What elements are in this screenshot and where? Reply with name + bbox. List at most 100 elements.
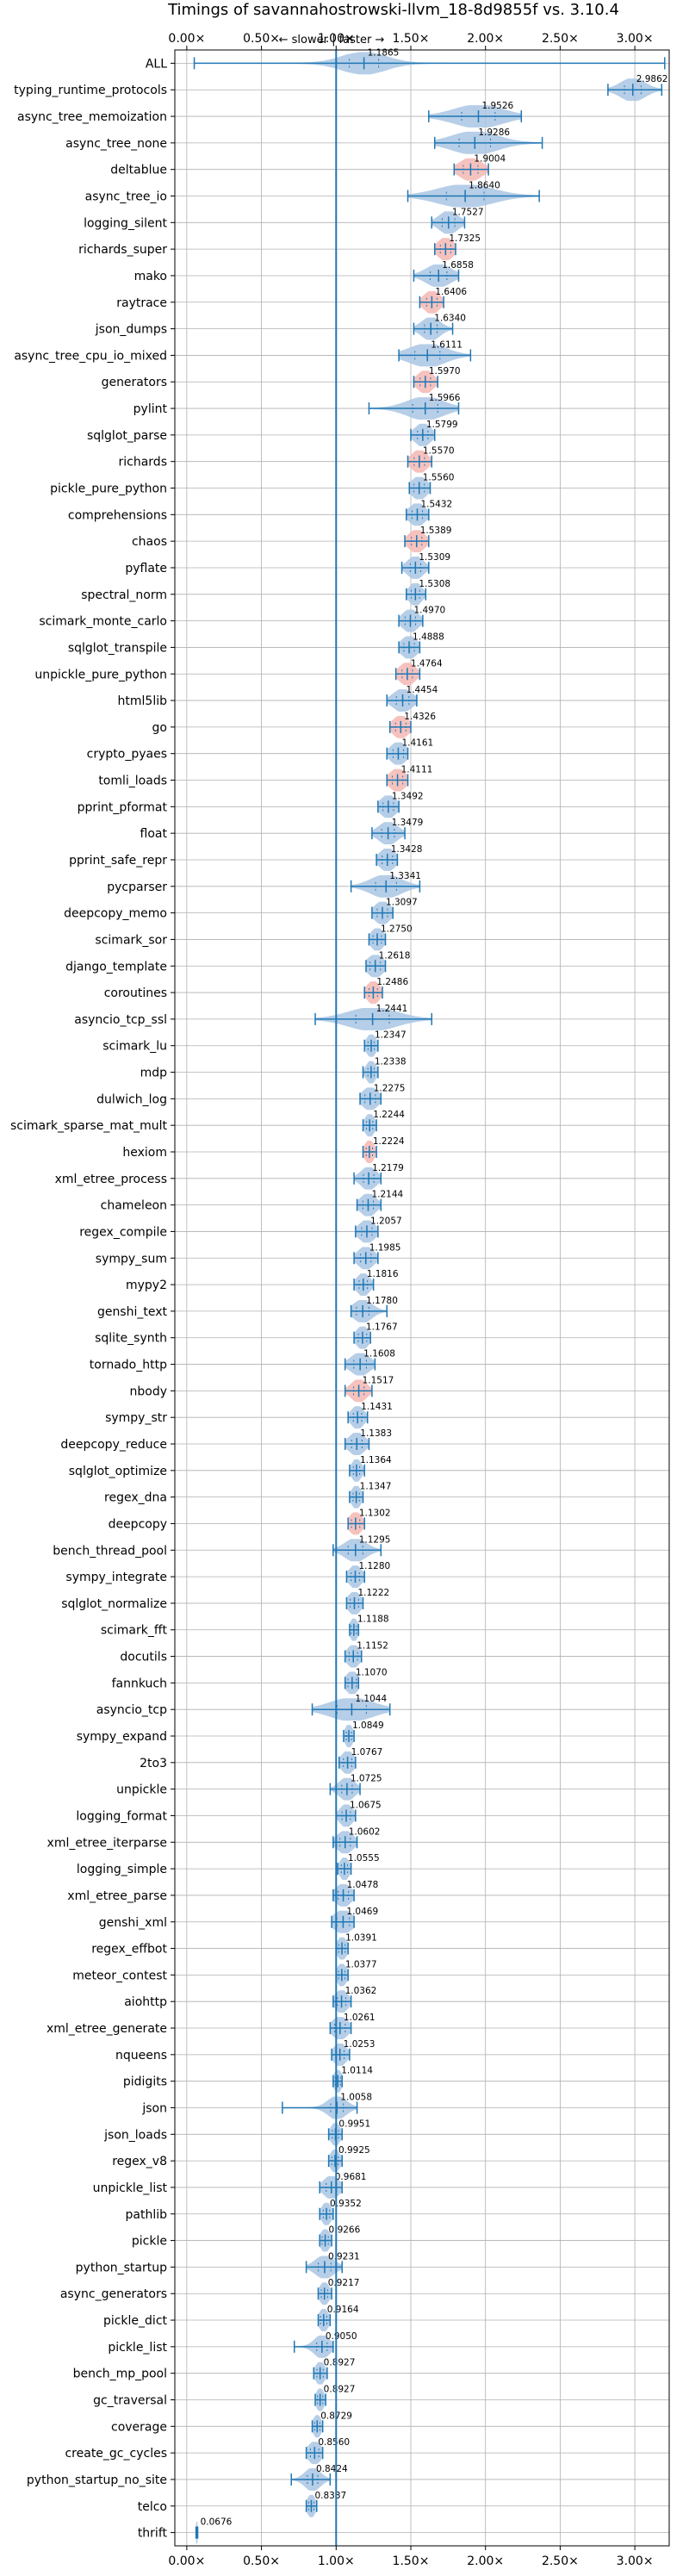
value-label: 1.0602 — [349, 1826, 381, 1837]
value-label: 1.7325 — [449, 233, 481, 244]
value-label: 1.2618 — [379, 950, 411, 961]
value-label: 1.6111 — [431, 339, 462, 350]
value-label: 1.4888 — [413, 632, 444, 642]
category-label: dulwich_log — [96, 1092, 167, 1106]
category-label: xml_etree_process — [55, 1173, 167, 1186]
value-label: 1.1431 — [361, 1402, 393, 1412]
category-label: pidigits — [123, 2075, 167, 2089]
value-label: 1.5308 — [419, 579, 450, 589]
value-label: 0.0676 — [201, 2517, 233, 2528]
value-label: 1.1295 — [359, 1534, 391, 1545]
category-label: unpickle_list — [93, 2181, 168, 2195]
value-label: 1.3097 — [386, 898, 418, 908]
value-label: 1.1188 — [357, 1615, 389, 1625]
value-label: 1.4111 — [401, 765, 433, 775]
value-label: 1.3492 — [392, 791, 424, 801]
value-label: 1.4970 — [413, 606, 445, 616]
category-label: coroutines — [104, 986, 167, 1000]
value-label: 1.7527 — [452, 207, 484, 217]
value-label: 0.9231 — [328, 2251, 360, 2262]
category-label: python_startup — [76, 2261, 167, 2274]
value-label: 1.5570 — [423, 446, 455, 457]
value-label: 1.0849 — [352, 1720, 384, 1731]
category-label: chaos — [132, 535, 167, 549]
category-label: comprehensions — [68, 508, 167, 522]
category-label: async_generators — [60, 2287, 167, 2301]
x-tick-label-top: 1.50× — [393, 32, 430, 46]
chart-title: Timings of savannahostrowski-llvm_18-8d9… — [167, 1, 619, 19]
category-label: create_gc_cycles — [65, 2447, 167, 2461]
category-label: sqlglot_optimize — [69, 1465, 167, 1478]
category-label: deepcopy_reduce — [60, 1438, 167, 1452]
value-label: 1.5309 — [419, 552, 450, 563]
category-label: async_tree_none — [65, 137, 167, 151]
category-label: unpickle — [116, 1783, 167, 1797]
category-label: scimark_sor — [95, 933, 167, 947]
category-label: ALL — [146, 57, 167, 71]
value-label: 1.1044 — [355, 1694, 387, 1704]
category-label: pprint_safe_repr — [69, 854, 167, 868]
value-label: 1.2179 — [372, 1163, 404, 1173]
category-label: aiohttp — [124, 1995, 167, 2009]
value-label: 1.5389 — [420, 526, 452, 536]
category-label: genshi_xml — [99, 1916, 167, 1930]
value-label: 2.9862 — [636, 74, 668, 84]
category-label: coverage — [111, 2420, 167, 2434]
category-label: typing_runtime_protocols — [14, 84, 167, 97]
value-label: 1.1865 — [368, 47, 400, 58]
category-label: sympy_expand — [77, 1730, 167, 1744]
value-label: 0.9217 — [328, 2278, 360, 2288]
value-label: 1.4764 — [411, 658, 443, 669]
value-label: 1.5432 — [420, 499, 452, 509]
category-label: bench_mp_pool — [73, 2368, 167, 2381]
value-label: 1.4326 — [404, 712, 436, 722]
value-label: 1.0058 — [340, 2092, 372, 2102]
category-label: python_startup_no_site — [27, 2473, 167, 2487]
value-label: 1.2275 — [374, 1083, 406, 1093]
category-label: xml_etree_parse — [67, 1889, 167, 1903]
value-label: 1.2750 — [381, 924, 413, 934]
value-label: 1.0362 — [345, 1986, 377, 1996]
x-tick-label-top: 2.00× — [467, 32, 504, 46]
value-label: 1.2486 — [376, 977, 408, 987]
direction-label: ← slower | faster → — [279, 34, 385, 47]
value-label: 1.0469 — [346, 1907, 378, 1917]
value-label: 1.0377 — [345, 1959, 377, 1969]
value-label: 1.8640 — [469, 181, 500, 191]
category-label: deepcopy_memo — [64, 907, 167, 921]
category-label: tornado_http — [90, 1359, 167, 1372]
value-label: 0.9266 — [329, 2225, 361, 2236]
x-tick-label-bottom: 0.00× — [168, 2554, 205, 2568]
category-label: pprint_pformat — [78, 800, 168, 814]
value-label: 1.4454 — [407, 685, 438, 695]
category-label: sqlglot_normalize — [61, 1597, 167, 1611]
category-label: float — [140, 827, 168, 841]
plot-frame — [174, 49, 670, 2547]
value-label: 1.5970 — [429, 366, 461, 376]
category-label: sympy_integrate — [65, 1571, 167, 1584]
value-label: 1.0767 — [351, 1747, 383, 1758]
value-label: 1.6406 — [435, 287, 467, 297]
value-label: 1.1608 — [363, 1349, 395, 1360]
category-label: json_loads — [103, 2128, 167, 2142]
category-label: logging_simple — [77, 1863, 167, 1876]
category-label: regex_dna — [104, 1491, 167, 1505]
category-label: regex_effbot — [91, 1943, 167, 1957]
category-label: logging_format — [76, 1809, 167, 1823]
value-label: 1.1364 — [360, 1455, 392, 1465]
value-label: 1.1222 — [357, 1588, 389, 1598]
value-label: 1.0478 — [347, 1880, 379, 1890]
category-label: chameleon — [101, 1199, 167, 1213]
category-label: pickle_pure_python — [50, 482, 167, 496]
category-label: async_tree_cpu_io_mixed — [14, 349, 167, 363]
value-label: 1.0391 — [345, 1933, 377, 1944]
category-label: raytrace — [116, 296, 167, 310]
category-label: scimark_lu — [102, 1040, 167, 1054]
category-label: async_tree_io — [85, 190, 167, 204]
x-tick-label-top: 1.00× — [318, 32, 355, 46]
category-label: regex_compile — [79, 1225, 167, 1239]
value-label: 1.1517 — [363, 1375, 394, 1385]
category-label: pylint — [133, 402, 168, 416]
category-label: deltablue — [110, 164, 167, 177]
